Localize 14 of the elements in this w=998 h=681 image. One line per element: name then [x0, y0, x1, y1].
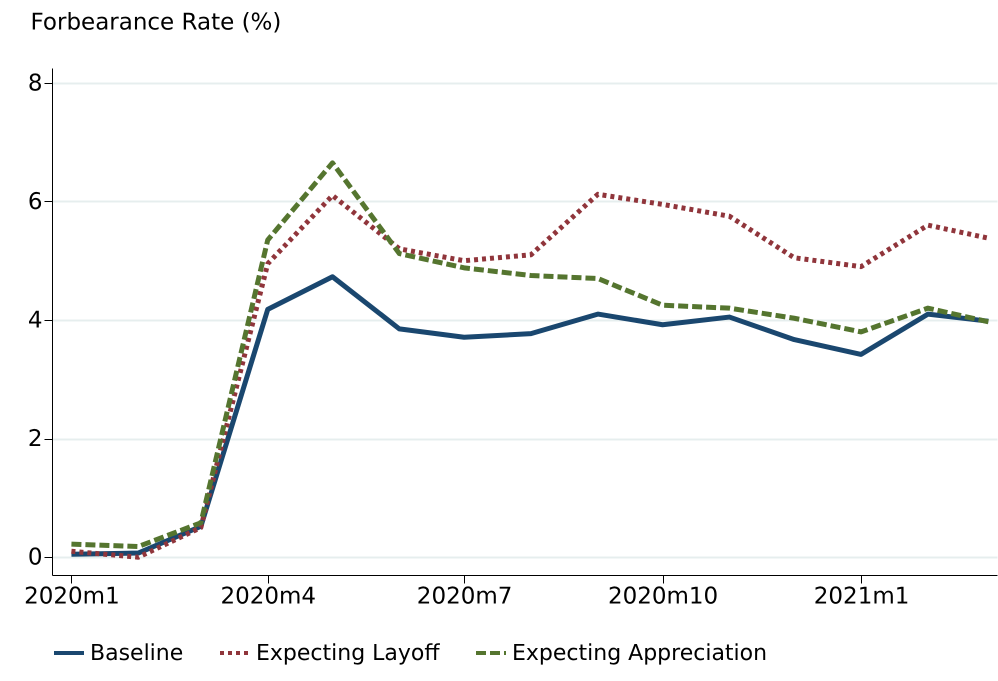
x-tick-label: 2021m1: [814, 584, 910, 610]
legend-label: Baseline: [90, 641, 184, 666]
y-tick-label: 4: [28, 308, 42, 334]
y-axis-title: Forbearance Rate (%): [30, 10, 282, 36]
y-tick-label: 8: [28, 70, 42, 96]
x-tick-label: 2020m4: [220, 584, 316, 610]
y-tick-label: 0: [28, 544, 42, 571]
x-tick-label: 2020m7: [416, 584, 512, 610]
x-tick-label: 2020m1: [24, 584, 120, 610]
y-tick-label: 2: [28, 426, 42, 452]
x-tick-label: 2020m10: [608, 584, 718, 610]
legend-label: Expecting Appreciation: [512, 641, 768, 666]
y-tick-label: 6: [28, 188, 42, 215]
legend-label: Expecting Layoff: [256, 641, 440, 666]
